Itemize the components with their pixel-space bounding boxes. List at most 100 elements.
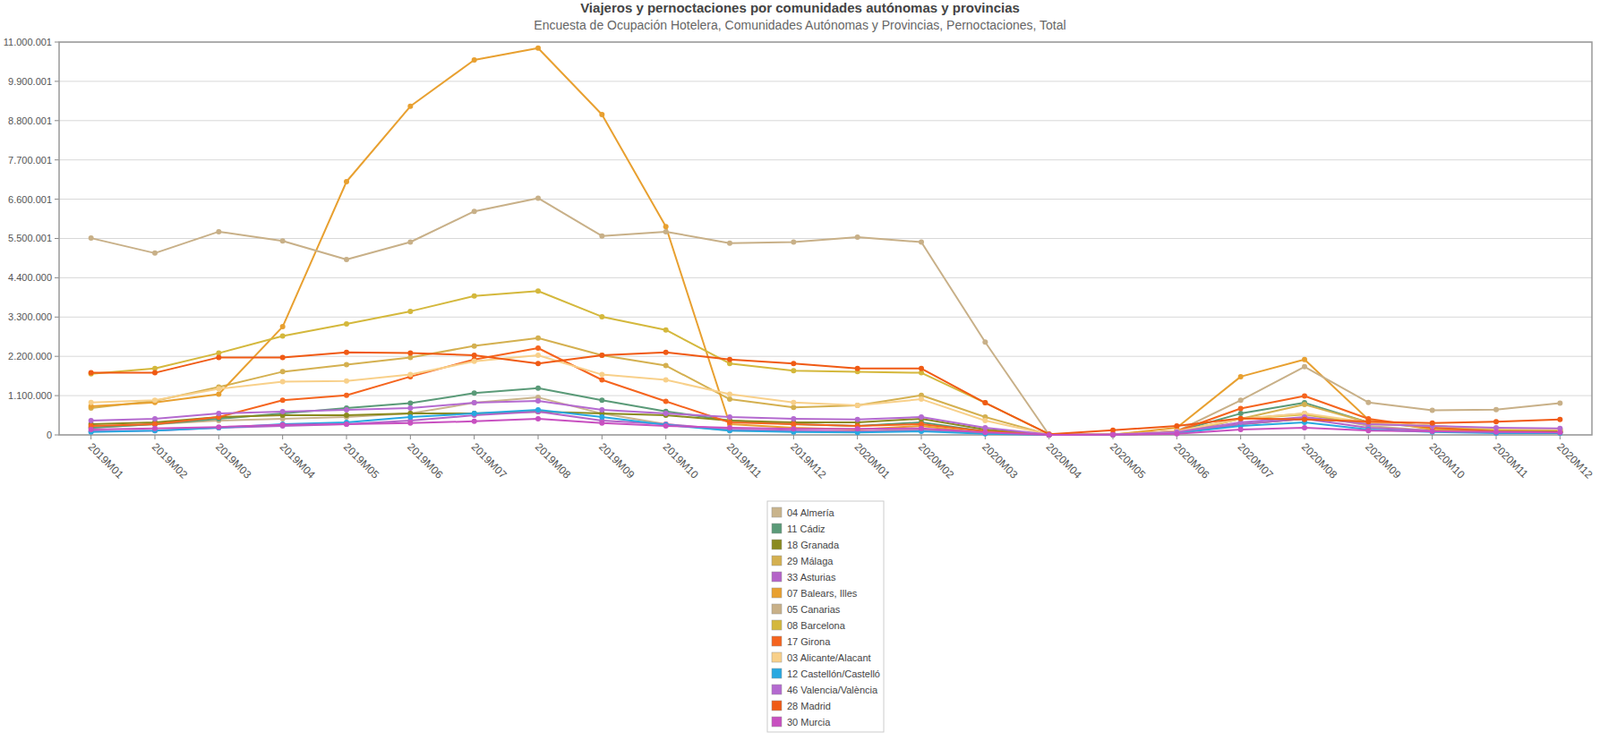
legend-label: 29 Málaga: [787, 556, 834, 567]
point: [1493, 429, 1499, 436]
point: [918, 396, 925, 403]
point: [535, 335, 541, 342]
point: [535, 288, 541, 294]
y-tick-label: 3.300.000: [8, 311, 52, 323]
series-line: [91, 48, 1561, 436]
point: [982, 429, 988, 436]
point: [215, 386, 222, 393]
y-tick-label: 1.100.000: [8, 390, 52, 402]
point: [1557, 430, 1563, 437]
point: [1046, 432, 1053, 438]
tick-mark: [1368, 435, 1369, 440]
point: [280, 397, 286, 403]
x-tick-label: 2019M09: [596, 440, 638, 482]
point: [1046, 431, 1053, 437]
point: [1110, 432, 1116, 438]
point: [855, 417, 861, 423]
y-tick-label: 2.200.000: [8, 350, 52, 362]
point: [1110, 432, 1116, 438]
point: [407, 400, 413, 406]
point: [982, 339, 988, 345]
point: [343, 407, 350, 413]
point: [1046, 432, 1053, 438]
plot-frame: [59, 42, 1592, 436]
point: [152, 250, 158, 257]
point: [215, 229, 222, 235]
point: [1557, 400, 1563, 406]
series-line: [91, 348, 1561, 436]
point: [471, 419, 478, 425]
point: [1301, 393, 1308, 399]
subtitle: Encuesta de Ocupación Hotelera, Comunida…: [533, 17, 1066, 33]
point: [343, 321, 350, 327]
point: [407, 372, 413, 378]
point: [215, 410, 222, 417]
point: [855, 426, 861, 432]
grid-line: [59, 198, 1592, 200]
tick-mark: [856, 435, 858, 440]
point: [1493, 419, 1499, 425]
point: [343, 361, 350, 368]
legend-swatch: [771, 717, 782, 728]
point: [1301, 425, 1308, 431]
x-tick-label: 2020M06: [1171, 440, 1213, 482]
point: [1301, 417, 1308, 423]
point: [471, 343, 478, 350]
point: [1238, 427, 1244, 433]
x-tick-label: 2019M06: [404, 440, 446, 482]
grid-line: [59, 159, 1592, 161]
point: [918, 414, 925, 420]
point: [152, 416, 158, 422]
legend-label: 18 Granada: [787, 539, 840, 551]
series-line: [91, 355, 1561, 436]
series-line: [91, 197, 1561, 436]
x-tick-label: 2020M12: [1554, 440, 1596, 482]
tick-mark: [665, 435, 667, 440]
legend-swatch: [771, 701, 782, 711]
point: [598, 377, 605, 384]
tick-mark: [282, 435, 283, 440]
point: [471, 390, 478, 396]
grid-line: [59, 395, 1592, 397]
point: [407, 308, 413, 315]
legend-box: [767, 501, 884, 733]
point: [88, 418, 95, 424]
tick-mark: [473, 435, 475, 440]
legend-label: 28 Madrid: [787, 701, 831, 712]
x-tick-label: 2020M10: [1427, 440, 1469, 482]
point: [343, 378, 350, 385]
x-tick-label: 2020M02: [915, 440, 958, 482]
point: [535, 360, 541, 367]
point: [1301, 357, 1308, 363]
point: [535, 385, 541, 392]
x-tick-label: 2020M01: [852, 440, 894, 482]
tick-mark: [1240, 435, 1241, 440]
point: [855, 366, 861, 372]
point: [343, 393, 350, 399]
tick-mark: [1304, 435, 1306, 440]
point: [1110, 432, 1116, 438]
point: [982, 430, 988, 437]
point: [1238, 374, 1244, 380]
point: [88, 370, 95, 377]
point: [407, 405, 413, 411]
point: [471, 208, 478, 214]
legend-label: 03 Alicante/Alacant: [787, 652, 872, 664]
y-tick-label: 11.000.001: [3, 36, 52, 48]
point: [1110, 432, 1116, 438]
series-line: [91, 401, 1561, 436]
point: [918, 426, 925, 432]
tick-mark: [921, 435, 923, 440]
x-tick-label: 2020M11: [1490, 440, 1532, 481]
x-tick-label: 2020M03: [979, 440, 1021, 482]
point: [215, 425, 222, 431]
series-line: [91, 352, 1561, 435]
point: [1238, 410, 1244, 417]
x-tick-label: 2020M05: [1107, 440, 1149, 482]
point: [407, 420, 413, 427]
point: [1110, 432, 1116, 438]
tick-mark: [154, 435, 156, 440]
point: [855, 402, 861, 409]
point: [1557, 417, 1563, 423]
legend-label: 08 Barcelona: [787, 620, 847, 632]
